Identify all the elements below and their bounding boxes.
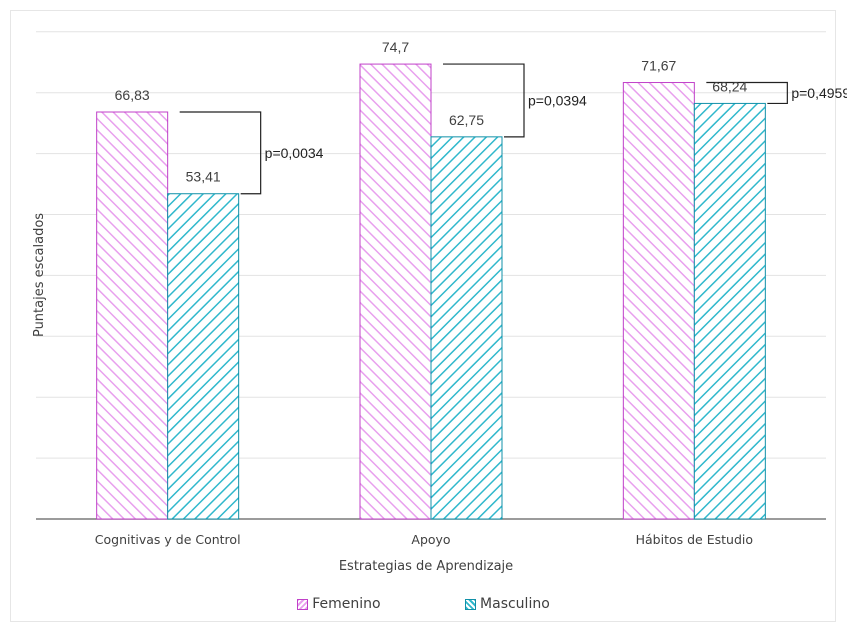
data-label: 68,24 bbox=[712, 78, 747, 94]
data-label: 74,7 bbox=[382, 39, 409, 55]
x-tick-label: Cognitivas y de Control bbox=[95, 532, 241, 547]
significance-bracket bbox=[179, 111, 262, 195]
labels-group: 66,83 53,41 Cognitivas y de Control 74,7 62,… bbox=[95, 39, 847, 547]
bar-masculino-0[interactable] bbox=[167, 193, 240, 520]
x-axis-title: Estrategias de Aprendizaje bbox=[339, 559, 513, 574]
bar-femenino-0[interactable] bbox=[96, 111, 169, 520]
data-label: 66,83 bbox=[115, 87, 150, 103]
y-axis-title: Puntajes escalados bbox=[32, 213, 47, 337]
legend-swatch-masculino bbox=[465, 598, 477, 610]
bar-femenino-1[interactable] bbox=[359, 63, 432, 520]
data-label: 71,67 bbox=[641, 58, 676, 74]
x-tick-label: Apoyo bbox=[411, 532, 450, 547]
bar-masculino-2[interactable] bbox=[693, 102, 766, 520]
x-tick-label: Hábitos de Estudio bbox=[636, 532, 753, 547]
significance-bracket bbox=[443, 63, 525, 138]
bar-masculino-1[interactable] bbox=[430, 136, 503, 520]
p-value-annotation: p=0,0034 bbox=[265, 145, 324, 161]
p-value-annotation: p=0,0394 bbox=[528, 92, 587, 108]
bar-femenino-2[interactable] bbox=[622, 82, 695, 520]
legend: Femenino Masculino bbox=[0, 596, 847, 614]
legend-swatch-femenino bbox=[297, 598, 309, 610]
legend-label-masculino: Masculino bbox=[480, 596, 550, 612]
data-label: 62,75 bbox=[449, 112, 484, 128]
legend-item-femenino[interactable]: Femenino bbox=[297, 596, 381, 612]
bars-group bbox=[96, 63, 766, 520]
legend-item-masculino[interactable]: Masculino bbox=[465, 596, 550, 612]
significance-bracket bbox=[706, 81, 788, 105]
p-value-annotation: p=0,4959 bbox=[791, 85, 847, 101]
legend-label-femenino: Femenino bbox=[312, 596, 381, 612]
data-label: 53,41 bbox=[186, 169, 221, 185]
significance-brackets bbox=[179, 63, 788, 195]
